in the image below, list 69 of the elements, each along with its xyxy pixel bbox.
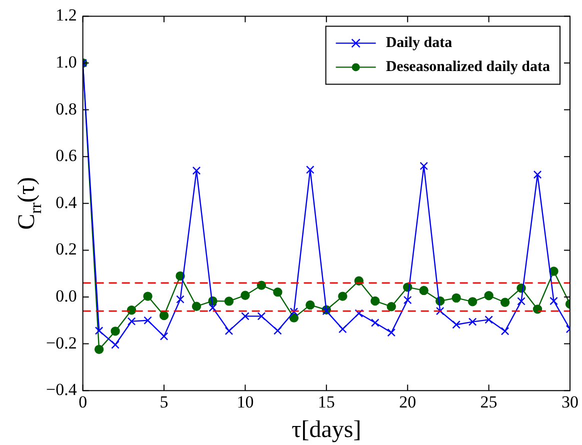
- point: [240, 290, 250, 300]
- point: [159, 310, 169, 320]
- point: [208, 304, 217, 312]
- x-tick-label: 10: [236, 392, 254, 412]
- point: [274, 326, 282, 335]
- point: [452, 320, 460, 329]
- x-tick-label: 30: [562, 392, 578, 412]
- point: [550, 296, 558, 306]
- y-tick-label: 1.2: [56, 6, 77, 25]
- x-axis-title: τ[days]: [292, 417, 362, 443]
- point: [338, 324, 347, 334]
- point: [532, 304, 542, 314]
- point: [338, 292, 348, 301]
- point: [371, 318, 380, 327]
- point: [256, 280, 266, 290]
- point: [160, 332, 168, 340]
- point: [257, 312, 266, 320]
- y-tick-label: −0.2: [46, 333, 77, 352]
- y-tick-label: 0.0: [56, 286, 77, 306]
- point: [273, 287, 282, 297]
- point: [94, 344, 104, 354]
- point: [111, 340, 120, 349]
- point: [110, 326, 120, 336]
- point: [192, 302, 202, 311]
- point: [176, 295, 184, 304]
- point: [468, 297, 478, 306]
- point: [290, 308, 298, 316]
- legend-label: Daily data: [386, 35, 453, 52]
- x-tick-label: 25: [480, 392, 498, 412]
- x-tick-label: 15: [318, 392, 335, 412]
- point: [370, 296, 380, 306]
- x-tick-label: 20: [399, 392, 416, 412]
- point: [549, 266, 558, 276]
- point: [354, 309, 364, 318]
- point: [403, 296, 412, 304]
- point: [306, 166, 314, 174]
- y-tick-label: 0.4: [56, 192, 78, 212]
- legend-label: Deseasonalized daily data: [386, 59, 550, 76]
- point: [436, 306, 444, 316]
- point: [94, 326, 104, 335]
- point: [144, 316, 152, 325]
- point: [420, 162, 428, 170]
- point: [500, 327, 510, 336]
- point: [484, 316, 493, 324]
- point: [419, 286, 428, 296]
- point: [224, 326, 234, 336]
- point: [192, 166, 201, 175]
- y-tick-label: −0.4: [46, 380, 78, 400]
- point: [387, 328, 396, 337]
- y-tick-label: 0.8: [56, 99, 77, 118]
- point: [500, 298, 510, 307]
- y-axis-title: Crr(τ): [14, 176, 46, 230]
- point: [517, 297, 526, 306]
- point: [126, 306, 136, 315]
- point: [241, 312, 250, 320]
- point: [127, 317, 136, 326]
- y-tick-label: 0.2: [56, 240, 77, 259]
- x-tick-label: 5: [160, 392, 168, 412]
- point: [143, 292, 152, 301]
- point: [452, 293, 461, 303]
- y-tick-label: 0.6: [56, 146, 77, 166]
- x-tick-label: 0: [78, 392, 88, 412]
- point: [484, 290, 494, 300]
- y-tick-label: 1.0: [56, 52, 77, 72]
- point: [306, 300, 315, 310]
- point: [386, 302, 396, 312]
- point: [468, 318, 477, 326]
- point: [533, 170, 542, 179]
- point: [224, 296, 234, 306]
